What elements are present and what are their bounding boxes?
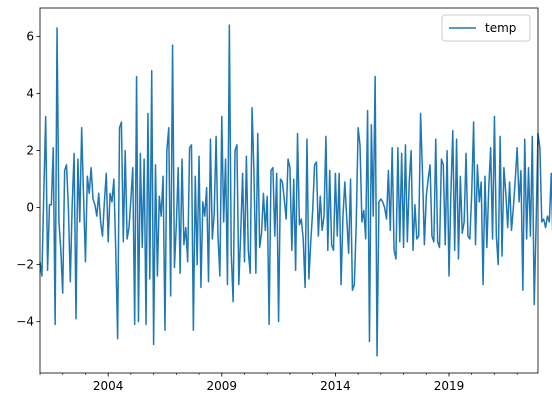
x-tick-label: 2014	[320, 379, 351, 393]
y-tick-label: −2	[16, 258, 34, 272]
legend-label: temp	[485, 21, 516, 35]
x-axis: 2004 2009 2014 2019	[39, 373, 518, 393]
x-tick-label: 2019	[434, 379, 465, 393]
y-tick-label: 4	[26, 87, 34, 101]
legend: temp	[441, 14, 531, 42]
y-tick-label: 0	[26, 201, 34, 215]
plot-frame	[39, 7, 539, 374]
legend-box	[441, 14, 531, 42]
y-tick-label: 6	[26, 30, 34, 44]
x-tick-label: 2004	[93, 379, 124, 393]
series-lines	[39, 24, 552, 357]
y-axis: 6 4 2 0 −2 −4	[16, 30, 40, 329]
series-line-0	[39, 24, 552, 357]
x-tick-label: 2009	[207, 379, 238, 393]
y-tick-label: 2	[26, 144, 34, 158]
y-tick-label: −4	[16, 315, 34, 329]
